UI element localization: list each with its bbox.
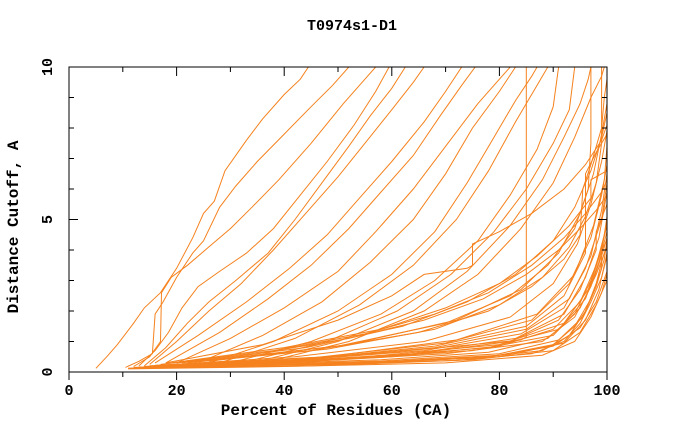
model-curve xyxy=(208,103,607,362)
model-curve xyxy=(262,67,605,364)
model-curve xyxy=(95,67,309,369)
model-curve xyxy=(133,280,607,369)
model-curve xyxy=(187,67,603,364)
axes-layer: 0 20 40 60 80 100 0 5 10 xyxy=(40,58,621,400)
y-axis-label: Distance Cutoff, A xyxy=(5,140,23,313)
model-curve xyxy=(165,179,607,364)
model-curve xyxy=(181,112,607,364)
model-curve xyxy=(138,252,607,369)
y-tick-label: 10 xyxy=(40,58,57,76)
model-curve xyxy=(230,67,528,365)
x-tick-label: 0 xyxy=(64,383,73,400)
x-tick-label: 40 xyxy=(275,383,293,400)
model-curve xyxy=(149,219,607,367)
model-curve xyxy=(171,170,607,364)
model-curve xyxy=(138,246,607,368)
model-curve xyxy=(125,67,350,368)
chart-title: T0974s1-D1 xyxy=(307,18,397,35)
model-curve xyxy=(160,194,607,365)
model-curve xyxy=(133,67,377,367)
y-tick-label: 5 xyxy=(40,215,57,224)
model-curve xyxy=(165,124,607,364)
x-tick-label: 80 xyxy=(490,383,508,400)
model-curve xyxy=(160,130,607,366)
model-curve xyxy=(208,67,538,364)
model-curve xyxy=(251,67,592,364)
model-curve xyxy=(154,67,463,364)
model-curve xyxy=(149,67,425,365)
model-curve xyxy=(138,240,607,368)
model-curve xyxy=(241,67,576,364)
model-curve xyxy=(198,67,592,362)
model-curve xyxy=(165,67,476,364)
model-curve xyxy=(155,146,607,366)
x-tick-label: 100 xyxy=(593,383,620,400)
model-curve xyxy=(143,67,406,367)
model-curve xyxy=(144,231,607,367)
model-curve xyxy=(138,67,390,367)
model-curve xyxy=(230,67,560,364)
curves-layer xyxy=(95,67,607,370)
x-tick-label: 60 xyxy=(383,383,401,400)
model-curve xyxy=(197,67,516,364)
x-tick-label: 20 xyxy=(168,383,186,400)
x-axis-label: Percent of Residues (CA) xyxy=(221,402,451,420)
model-curve xyxy=(176,67,511,364)
y-tick-label: 0 xyxy=(40,367,57,376)
